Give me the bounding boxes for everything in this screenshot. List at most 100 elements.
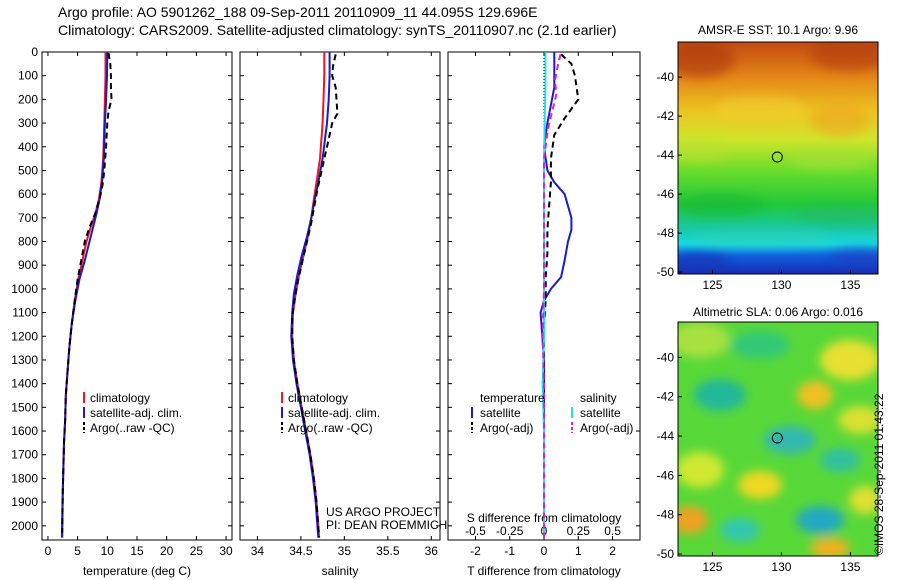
series-line-argo-raw-qc- bbox=[61, 53, 113, 533]
sst-map-panel: AMSR-E SST: 10.1 Argo: 9.96 125 130 135 -40… bbox=[657, 23, 879, 292]
x-tick-label: 35 bbox=[338, 544, 352, 558]
map-y-tick-label: -50 bbox=[657, 265, 675, 279]
map-y-tick-label: -46 bbox=[657, 187, 675, 201]
y-tick-label: 1700 bbox=[11, 448, 38, 462]
sla-map-frame bbox=[677, 321, 879, 557]
sla-map-axes: 125 130 135 -40 -42 -44 -46 -48 -50 bbox=[657, 350, 861, 574]
project-annotation: US ARGO PROJECT bbox=[326, 505, 441, 519]
legend-label: climatology bbox=[90, 391, 150, 405]
map-y-tick-label: -50 bbox=[657, 547, 675, 561]
legend-label: satellite-adj. clim. bbox=[90, 406, 182, 420]
y-tick-label: 200 bbox=[18, 92, 38, 106]
series-line-satellite bbox=[541, 52, 547, 538]
y-tick-label: 1300 bbox=[11, 353, 38, 367]
difference-profile-panel: -2 -1 0 1 2 T difference from climatology -0.5… bbox=[447, 51, 641, 578]
x-tick-label: 15 bbox=[130, 544, 144, 558]
y-tick-label: 1400 bbox=[11, 377, 38, 391]
sla-map-panel: Altimetric SLA: 0.06 Argo: 0.016 bbox=[657, 305, 879, 574]
legend-title-salinity: salinity bbox=[580, 391, 617, 405]
y-tick-label: 2000 bbox=[11, 519, 38, 533]
plot-frame bbox=[239, 51, 441, 541]
y-tick-label: 100 bbox=[18, 69, 38, 83]
sst-map-frame bbox=[677, 41, 879, 275]
plot-frame bbox=[41, 51, 233, 541]
y-tick-label: 900 bbox=[18, 258, 38, 272]
legend-label: Argo(-adj) bbox=[480, 421, 533, 435]
project-annotation: PI: DEAN ROEMMICH bbox=[326, 518, 447, 532]
top-axis-tick-label: 0.5 bbox=[604, 524, 621, 538]
sla-map-title: Altimetric SLA: 0.06 Argo: 0.016 bbox=[693, 305, 863, 319]
legend-label: Argo(..raw -QC) bbox=[90, 421, 175, 435]
sst-map-title: AMSR-E SST: 10.1 Argo: 9.96 bbox=[698, 23, 858, 37]
legend-label: Argo(-adj) bbox=[580, 421, 633, 435]
figure-title-line-2: Climatology: CARS2009. Satellite-adjuste… bbox=[58, 22, 617, 38]
x-tick-label: 25 bbox=[190, 544, 204, 558]
y-tick-label: 300 bbox=[18, 116, 38, 130]
top-axis-tick-label: -0.5 bbox=[465, 524, 486, 538]
x-tick-label: -2 bbox=[470, 544, 481, 558]
map-x-tick-label: 135 bbox=[840, 560, 860, 574]
map-y-tick-label: -44 bbox=[657, 148, 675, 162]
map-x-tick-label: 125 bbox=[702, 278, 722, 292]
salinity-profile-panel: 34 34.5 35 35.5 36 salinity climatologysatelli… bbox=[239, 51, 447, 578]
x-tick-label: -1 bbox=[504, 544, 515, 558]
x-tick-label: 10 bbox=[101, 544, 115, 558]
legend-title-temperature: temperature bbox=[480, 391, 545, 405]
sst-map-axes: 125 130 135 -40 -42 -44 -46 -48 -50 bbox=[657, 70, 861, 292]
series-line-argo-adj- bbox=[541, 54, 562, 538]
x-tick-label: 0 bbox=[45, 544, 52, 558]
x-tick-label: 1 bbox=[575, 544, 582, 558]
map-y-tick-label: -42 bbox=[657, 109, 675, 123]
y-tick-label: 1100 bbox=[12, 306, 38, 320]
top-axis-tick-label: -0.25 bbox=[496, 524, 524, 538]
x-tick-label: 2 bbox=[609, 544, 616, 558]
y-tick-label: 1600 bbox=[11, 424, 38, 438]
map-y-tick-label: -40 bbox=[657, 350, 675, 364]
top-axis-tick-label: 0.25 bbox=[567, 524, 591, 538]
map-y-tick-label: -48 bbox=[657, 226, 675, 240]
temperature-profile-panel: 0100200300400500600700800900100011001200… bbox=[11, 45, 233, 578]
y-tick-label: 1900 bbox=[11, 495, 38, 509]
y-tick-label: 500 bbox=[18, 163, 38, 177]
x-axis-label: temperature (deg C) bbox=[83, 564, 191, 578]
y-tick-label: 800 bbox=[18, 235, 38, 249]
series-line-satellite-adj-clim- bbox=[290, 52, 331, 538]
x-axis-label: salinity bbox=[322, 564, 359, 578]
x-tick-label: 5 bbox=[74, 544, 81, 558]
x-tick-label: 0 bbox=[541, 544, 548, 558]
map-y-tick-label: -46 bbox=[657, 468, 675, 482]
sst-map-image bbox=[678, 42, 878, 274]
y-tick-label: 1000 bbox=[11, 282, 38, 296]
imos-credit: ©IMOS 28-Sep-2011 01:43:22 bbox=[872, 393, 886, 555]
y-tick-label: 1500 bbox=[11, 400, 38, 414]
sla-map-image bbox=[678, 322, 878, 556]
x-tick-label: 36 bbox=[425, 544, 439, 558]
series-line-argo-raw-qc- bbox=[291, 54, 339, 538]
y-tick-label: 700 bbox=[18, 211, 38, 225]
y-tick-label: 600 bbox=[18, 187, 38, 201]
x-tick-label: 20 bbox=[160, 544, 174, 558]
legend-label: satellite-adj. clim. bbox=[288, 406, 380, 420]
y-tick-label: 0 bbox=[31, 45, 38, 59]
sst-argo-location-marker bbox=[771, 151, 783, 163]
sla-argo-location-marker bbox=[771, 432, 783, 444]
map-x-tick-label: 130 bbox=[771, 278, 791, 292]
map-y-tick-label: -40 bbox=[657, 70, 675, 84]
legend-label: climatology bbox=[288, 391, 348, 405]
map-y-tick-label: -42 bbox=[657, 390, 675, 404]
y-tick-label: 400 bbox=[18, 140, 38, 154]
map-y-tick-label: -48 bbox=[657, 508, 675, 522]
x-tick-label: 34.5 bbox=[289, 544, 313, 558]
legend-label: satellite bbox=[580, 406, 621, 420]
map-x-tick-label: 135 bbox=[840, 278, 860, 292]
map-x-tick-label: 130 bbox=[771, 560, 791, 574]
x-tick-label: 30 bbox=[219, 544, 233, 558]
y-tick-label: 1800 bbox=[11, 471, 38, 485]
y-tick-label: 1200 bbox=[11, 329, 38, 343]
legend-label: Argo(..raw -QC) bbox=[288, 421, 373, 435]
x-axis-label: T difference from climatology bbox=[467, 564, 621, 578]
x-tick-label: 34 bbox=[251, 544, 265, 558]
legend-label: satellite bbox=[480, 406, 521, 420]
x-tick-label: 35.5 bbox=[376, 544, 400, 558]
